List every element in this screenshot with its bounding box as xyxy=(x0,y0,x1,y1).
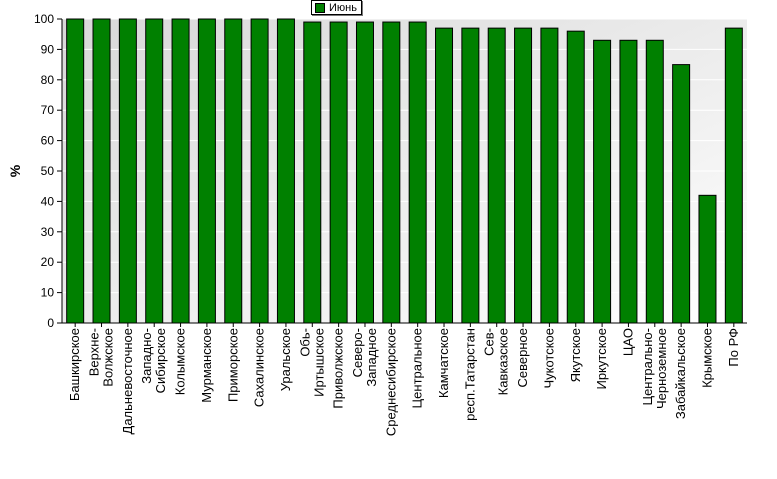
y-tick-label: 80 xyxy=(41,73,55,87)
axes xyxy=(57,18,747,327)
bar xyxy=(408,21,427,324)
x-tick-label: Иркутское xyxy=(594,328,609,390)
y-axis-label: % xyxy=(7,164,23,177)
x-tick-label: По РФ xyxy=(726,328,741,367)
y-tick-label: 90 xyxy=(41,42,55,56)
bar xyxy=(382,21,401,324)
x-tick-label: Среднесибирское xyxy=(383,328,398,436)
x-tick-label: Сахалинское xyxy=(252,328,267,407)
y-tick-labels: 0 10 20 30 40 50 60 70 80 90 100 xyxy=(34,12,54,330)
x-tick-label: Кавказское xyxy=(496,328,511,395)
x-tick-label: Якутское xyxy=(568,328,583,382)
x-tick-label: Верхне- xyxy=(87,328,102,376)
x-tick-label: Волжское xyxy=(101,328,116,387)
bar xyxy=(540,27,559,324)
y-tick-label: 40 xyxy=(41,194,55,208)
x-tick-label: Дальневосточное xyxy=(120,328,135,434)
bar xyxy=(303,21,322,324)
bar xyxy=(171,18,190,324)
x-tick-label: Сибирское xyxy=(153,328,168,393)
y-tick-label: 20 xyxy=(41,255,55,269)
x-tick-label: Северное xyxy=(515,328,530,387)
bar xyxy=(593,39,612,324)
bar xyxy=(619,39,638,324)
x-tick-label: Башкирское xyxy=(67,328,82,401)
bar xyxy=(355,21,374,324)
y-tick-label: 60 xyxy=(41,134,55,148)
bar xyxy=(145,18,164,324)
bar xyxy=(197,18,216,324)
bar xyxy=(276,18,295,324)
bar xyxy=(645,39,664,324)
x-tick-label: Северо- xyxy=(350,328,365,377)
y-tick-label: 10 xyxy=(41,286,55,300)
x-tick-label: респ.Татарстан xyxy=(462,328,477,421)
x-tick-label: Мурманское xyxy=(199,328,214,403)
x-tick-label: Черноземное xyxy=(654,328,669,409)
x-tick-label: Забайкальское xyxy=(673,328,688,419)
x-tick-label: Камчатское xyxy=(436,328,451,398)
y-tick-label: 0 xyxy=(47,316,54,330)
x-tick-label: Уральское xyxy=(278,328,293,391)
bar xyxy=(250,18,269,324)
x-tick-labels: Башкирское Верхне- Волжское Дальневосточное… xyxy=(67,328,741,436)
bar xyxy=(566,30,585,324)
bars xyxy=(66,18,743,324)
legend-swatch xyxy=(315,2,325,13)
bar xyxy=(672,64,691,324)
x-tick-label: Западное xyxy=(364,328,379,387)
bar xyxy=(92,18,111,324)
bar xyxy=(435,27,454,324)
legend: Июнь xyxy=(311,0,362,15)
bar xyxy=(224,18,243,324)
x-tick-label: Западно- xyxy=(139,328,154,384)
x-tick-label: Крымское xyxy=(699,328,714,388)
bar xyxy=(118,18,137,324)
bar xyxy=(724,27,743,324)
x-tick-label: Центрально- xyxy=(640,328,655,406)
x-tick-label: Сев- xyxy=(482,328,497,356)
bar xyxy=(487,27,506,324)
bar xyxy=(514,27,533,324)
x-tick-label: Приволжское xyxy=(331,328,346,409)
x-tick-label: Иртышское xyxy=(311,328,326,397)
x-tick-label: Чукотское xyxy=(541,328,556,389)
x-tick-label: Приморское xyxy=(225,328,240,402)
bar xyxy=(66,18,85,324)
x-tick-label: Колымское xyxy=(173,328,188,395)
x-tick-label: Центральное xyxy=(410,328,425,408)
bar xyxy=(329,21,348,324)
y-tick-label: 30 xyxy=(41,225,55,239)
bar xyxy=(461,27,480,324)
y-tick-label: 100 xyxy=(34,12,54,26)
x-tick-label: ЦАО xyxy=(620,328,635,356)
y-tick-label: 70 xyxy=(41,103,55,117)
y-tick-label: 50 xyxy=(41,164,55,178)
legend-label: Июнь xyxy=(329,1,357,14)
x-tick-label: Обь- xyxy=(297,328,312,357)
bar xyxy=(698,194,717,324)
